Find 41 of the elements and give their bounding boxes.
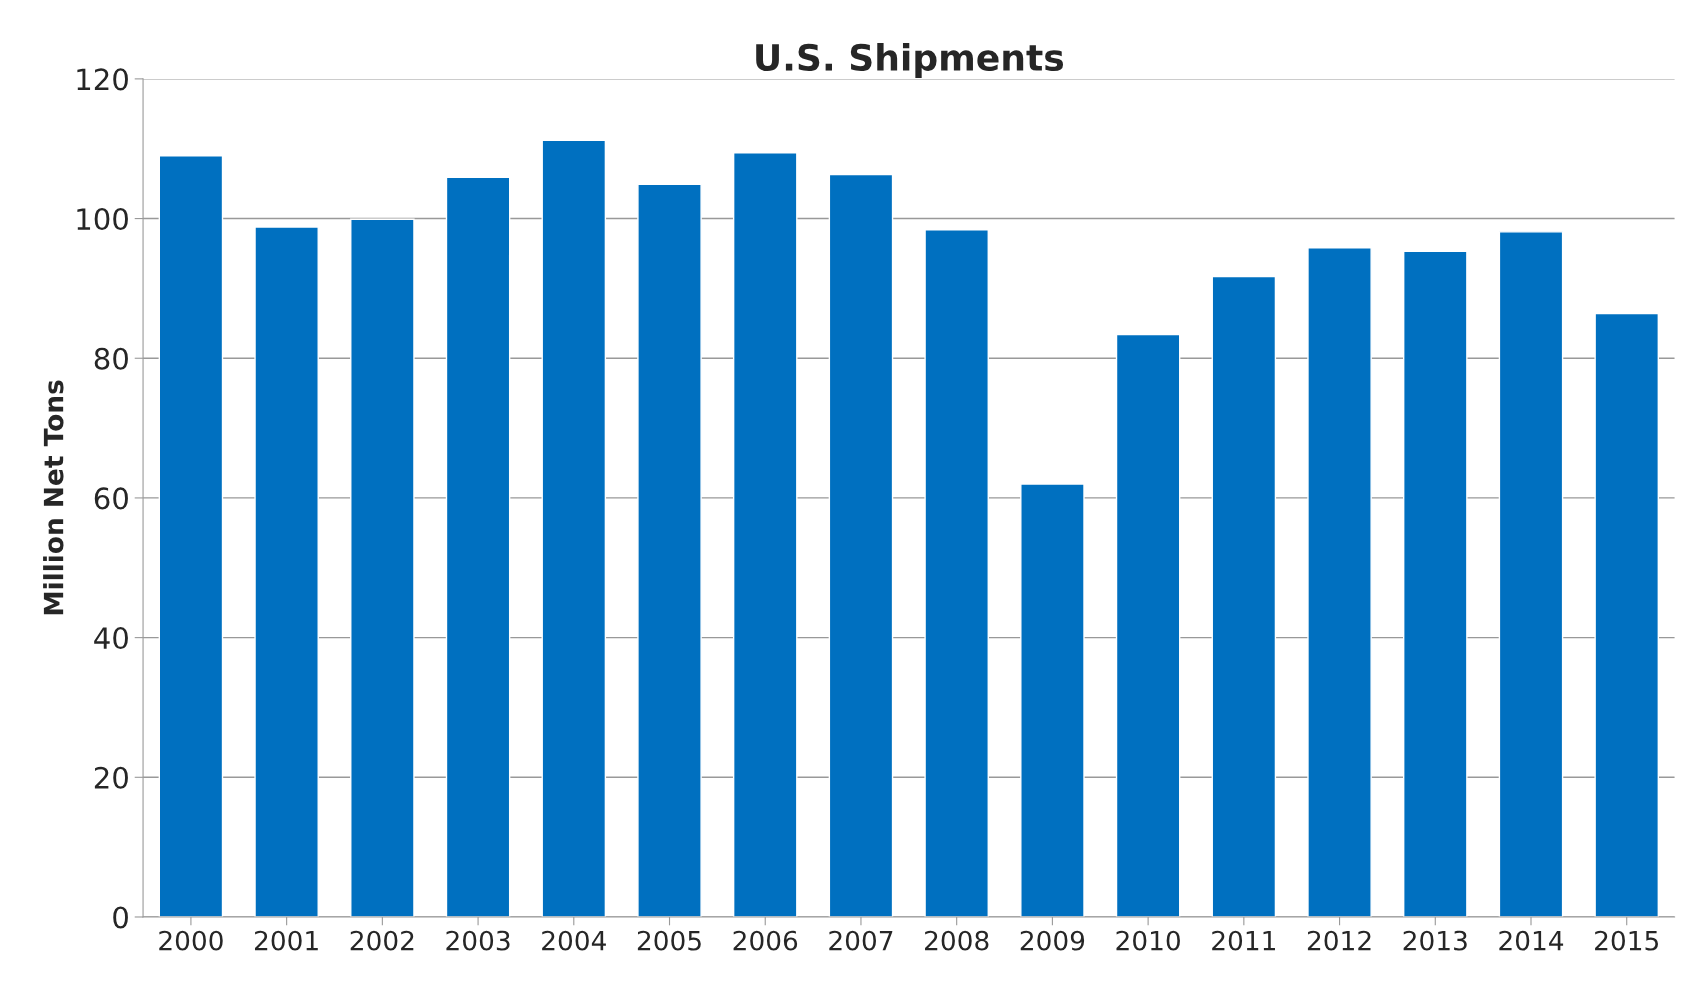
y-tick-label: 120	[77, 68, 128, 91]
y-tick-label: 40	[94, 627, 128, 650]
x-tick-label: 2007	[829, 930, 893, 951]
x-tick-label: 2002	[350, 930, 414, 951]
bar	[732, 152, 798, 917]
x-tick-label: 2010	[1116, 930, 1180, 951]
x-tick-label: 2012	[1307, 930, 1371, 951]
x-tick-label: 2006	[733, 930, 798, 951]
x-tick-label: 2014	[1499, 930, 1564, 951]
y-tick-label: 60	[94, 487, 128, 510]
bar	[1498, 231, 1564, 917]
bar	[1403, 250, 1468, 917]
x-tick-label: 2000	[159, 930, 223, 951]
bar	[158, 155, 224, 917]
x-tick-label: 2011	[1212, 930, 1275, 951]
bar	[1307, 247, 1372, 917]
bar	[1115, 333, 1181, 917]
chart-title: U.S. Shipments	[756, 43, 1064, 79]
bar	[828, 173, 894, 917]
bar	[445, 176, 511, 917]
x-tick-label: 2013	[1403, 930, 1467, 951]
bar	[1594, 312, 1660, 917]
x-tick-label: 2001	[254, 930, 318, 951]
y-tick-label: 100	[77, 208, 128, 231]
x-tick-label: 2005	[637, 930, 701, 951]
y-tick-label: 80	[94, 347, 128, 370]
bar	[637, 183, 702, 917]
bar	[1020, 483, 1085, 917]
bar	[924, 229, 989, 917]
x-tick-label: 2003	[446, 930, 510, 951]
bar	[254, 226, 319, 917]
bar	[541, 139, 607, 917]
y-axis-title: Million Net Tons	[43, 380, 64, 615]
x-tick-label: 2015	[1595, 930, 1658, 951]
x-tick-label: 2004	[542, 930, 606, 951]
y-tick-label: 0	[113, 906, 128, 929]
bar	[350, 218, 415, 917]
bar	[1211, 275, 1277, 917]
y-tick-label: 20	[94, 766, 128, 789]
x-tick-label: 2008	[925, 930, 989, 951]
x-tick-label: 2009	[1020, 930, 1085, 951]
